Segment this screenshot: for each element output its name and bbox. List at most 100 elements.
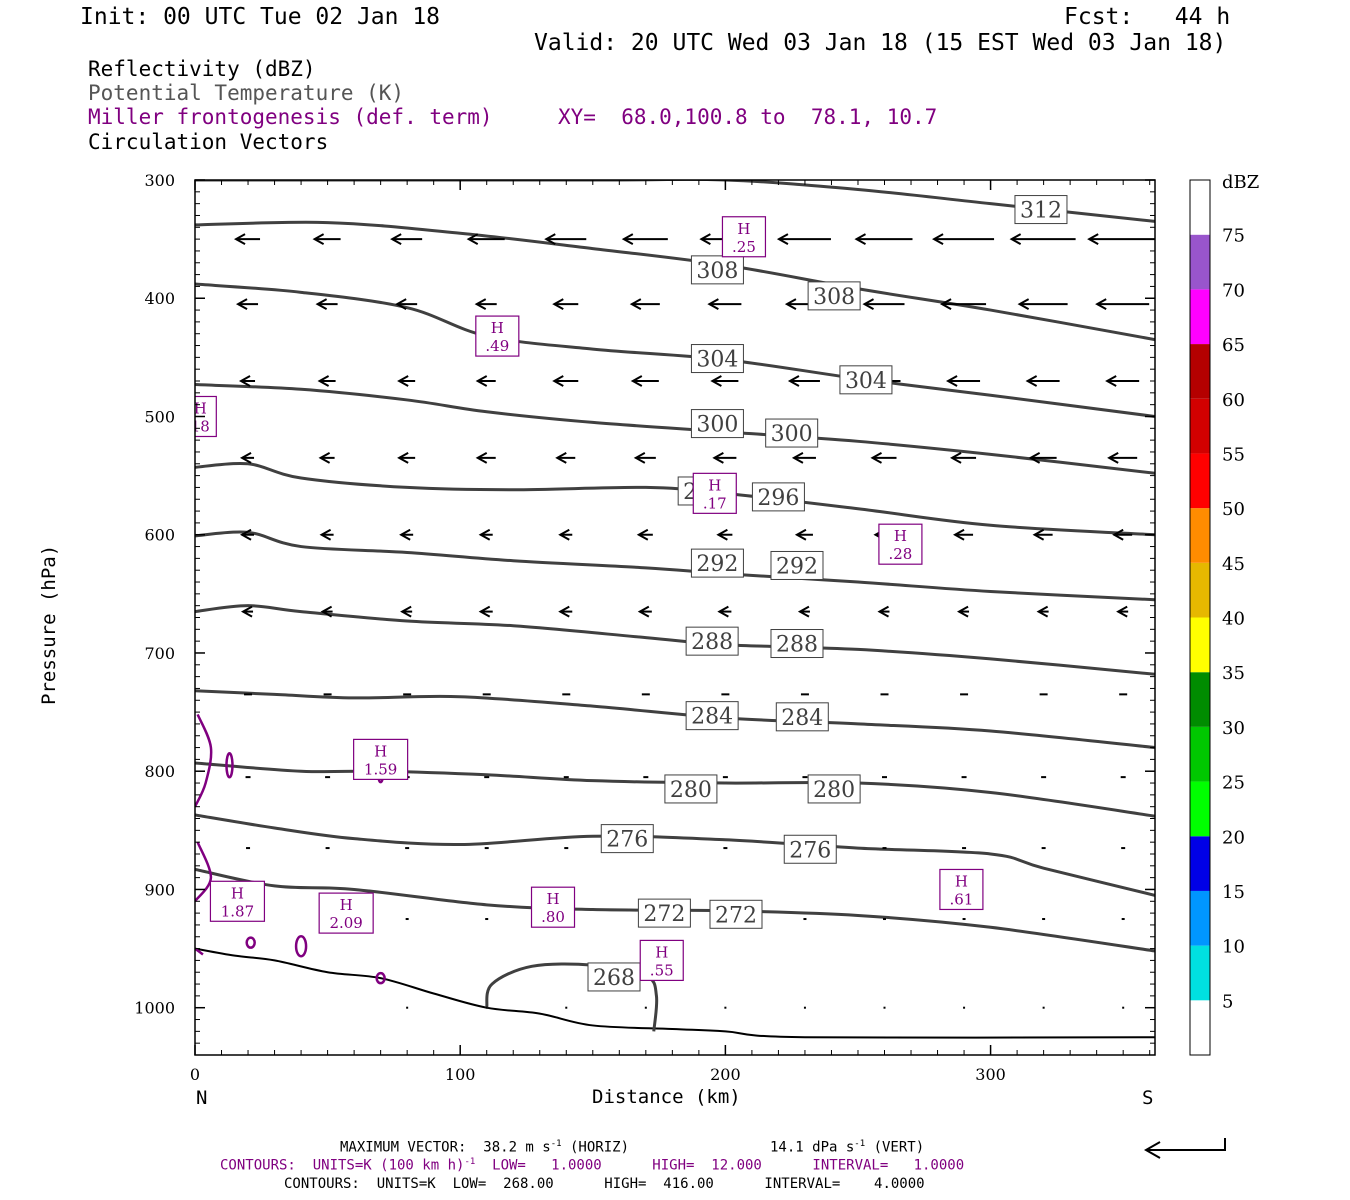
circulation-vector-head bbox=[784, 298, 797, 311]
theta-label: 308 bbox=[813, 285, 855, 310]
fronto-max-h: H bbox=[194, 399, 207, 417]
footer-theta-contours: CONTOURS: UNITS=K LOW= 268.00 HIGH= 416.… bbox=[284, 1176, 925, 1192]
circulation-vector-head bbox=[1105, 375, 1117, 387]
theta-label: 276 bbox=[606, 828, 648, 853]
cross-section-xy: XY= 68.0,100.8 to 78.1, 10.7 bbox=[558, 105, 938, 129]
theta-label-box bbox=[751, 482, 805, 512]
north-label: N bbox=[196, 1087, 208, 1109]
theta-label-box bbox=[690, 548, 744, 578]
field-frontogenesis: Miller frontogenesis (def. term) bbox=[88, 105, 493, 129]
fronto-max-box bbox=[195, 395, 217, 438]
circulation-vector-head bbox=[544, 233, 556, 245]
circulation-vector-head bbox=[315, 298, 328, 311]
theta-contour-280 bbox=[195, 761, 1155, 818]
colorbar-segment bbox=[1190, 398, 1210, 454]
circulation-vector-head bbox=[552, 375, 564, 387]
theta-label-box bbox=[690, 255, 744, 285]
fronto-max-h: H bbox=[655, 943, 668, 961]
fronto-max-h: H bbox=[708, 476, 721, 494]
circulation-vector-head bbox=[630, 375, 643, 387]
theta-contour-296 bbox=[195, 461, 1155, 537]
circulation-vector-head bbox=[710, 375, 722, 387]
fronto-max-box bbox=[353, 738, 409, 780]
circulation-vector-head bbox=[1116, 605, 1128, 618]
colorbar-segment bbox=[1190, 289, 1210, 345]
circulation-vector-head bbox=[238, 375, 251, 387]
circulation-vector-head bbox=[1087, 233, 1099, 245]
colorbar-segment bbox=[1190, 726, 1210, 782]
theta-label: 280 bbox=[670, 778, 712, 803]
theta-label: 292 bbox=[696, 552, 738, 577]
circulation-vector-head bbox=[1095, 298, 1107, 311]
fronto-max-box bbox=[209, 880, 266, 922]
circulation-vector-head bbox=[862, 298, 874, 311]
y-tick-label: 700 bbox=[144, 644, 175, 663]
theta-label-box bbox=[664, 774, 718, 804]
fronto-max-box bbox=[475, 315, 520, 357]
circulation-vector-head bbox=[797, 605, 810, 618]
fronto-max-h: H bbox=[491, 319, 504, 337]
colorbar-label: 25 bbox=[1222, 773, 1245, 794]
field-theta: Potential Temperature (K) bbox=[88, 81, 405, 105]
fronto-max-h: H bbox=[546, 890, 559, 908]
fronto-max-value: .17 bbox=[703, 494, 727, 512]
theta-label-box bbox=[685, 626, 739, 656]
colorbar-label: 15 bbox=[1222, 882, 1245, 903]
theta-contour-300 bbox=[195, 383, 1155, 475]
init-time: Init: 00 UTC Tue 02 Jan 18 bbox=[80, 4, 441, 30]
footer-max-vector: MAXIMUM VECTOR: 38.2 m s-1 (HORIZ) bbox=[340, 1139, 629, 1156]
colorbar-frame bbox=[1189, 179, 1211, 1056]
fronto-contour bbox=[225, 752, 234, 779]
circulation-vector-head bbox=[957, 605, 969, 618]
fronto-contour bbox=[195, 841, 213, 903]
theta-label: 304 bbox=[696, 348, 738, 373]
fronto-max-value: 2.09 bbox=[329, 914, 362, 932]
axes: 300 400 500 600 700 800 900 1000 0 100 200 300 bbox=[134, 171, 1156, 1084]
y-tick-label: 800 bbox=[144, 762, 175, 781]
y-tick-label: 900 bbox=[144, 880, 175, 899]
fronto-max-value: .61 bbox=[949, 890, 973, 908]
colorbar-label: 70 bbox=[1222, 280, 1245, 301]
y-tick-label: 600 bbox=[144, 526, 175, 545]
colorbar-label: 60 bbox=[1222, 390, 1245, 411]
fronto-max-value: .28 bbox=[888, 545, 912, 563]
theta-label: 272 bbox=[715, 903, 757, 928]
circulation-vector-head bbox=[478, 528, 491, 541]
circulation-vector-head bbox=[1032, 528, 1045, 541]
fronto-contour bbox=[294, 934, 308, 958]
circulation-vector-head bbox=[319, 528, 332, 541]
colorbar-segment bbox=[1190, 1000, 1210, 1055]
circulation-vector-head bbox=[946, 375, 958, 387]
circulation-vector-head bbox=[1107, 451, 1119, 464]
fronto-max-box bbox=[939, 868, 984, 911]
circulation-vector-head bbox=[558, 605, 570, 618]
fronto-max-value: .49 bbox=[485, 337, 509, 355]
colorbar-segment bbox=[1190, 672, 1210, 727]
circulation-vector-head bbox=[235, 298, 248, 311]
fronto-max-value: 18 bbox=[191, 417, 210, 435]
circulation-vector-head bbox=[854, 233, 866, 245]
y-tick-label: 400 bbox=[144, 289, 175, 308]
circulation-vector-head bbox=[318, 451, 331, 464]
theta-label: 300 bbox=[696, 413, 738, 438]
fronto-max-value: 1.59 bbox=[364, 760, 397, 778]
theta-label: 288 bbox=[691, 630, 733, 655]
field-reflectivity: Reflectivity (dBZ) bbox=[88, 57, 316, 81]
circulation-vector-head bbox=[633, 451, 646, 464]
forecast-hour: Fcst: 44 h bbox=[1064, 4, 1231, 30]
circulation-vector-head bbox=[475, 375, 488, 387]
circulation-vector-head bbox=[870, 451, 882, 464]
theta-label: 284 bbox=[691, 705, 733, 730]
fronto-max-value: .25 bbox=[732, 238, 756, 256]
colorbar-segment bbox=[1190, 617, 1210, 673]
theta-label: 308 bbox=[696, 259, 738, 284]
theta-label-box bbox=[637, 898, 691, 928]
colorbar-label: 40 bbox=[1222, 609, 1245, 630]
theta-label-box bbox=[807, 281, 861, 311]
fronto-max-box bbox=[692, 472, 737, 514]
circulation-vector-head bbox=[1017, 298, 1030, 311]
circulation-vector-head bbox=[794, 528, 807, 541]
valid-time: Valid: 20 UTC Wed 03 Jan 18 (15 EST Wed … bbox=[534, 30, 1227, 56]
theta-label: 300 bbox=[771, 422, 813, 447]
circulation-vector-head bbox=[636, 528, 649, 541]
